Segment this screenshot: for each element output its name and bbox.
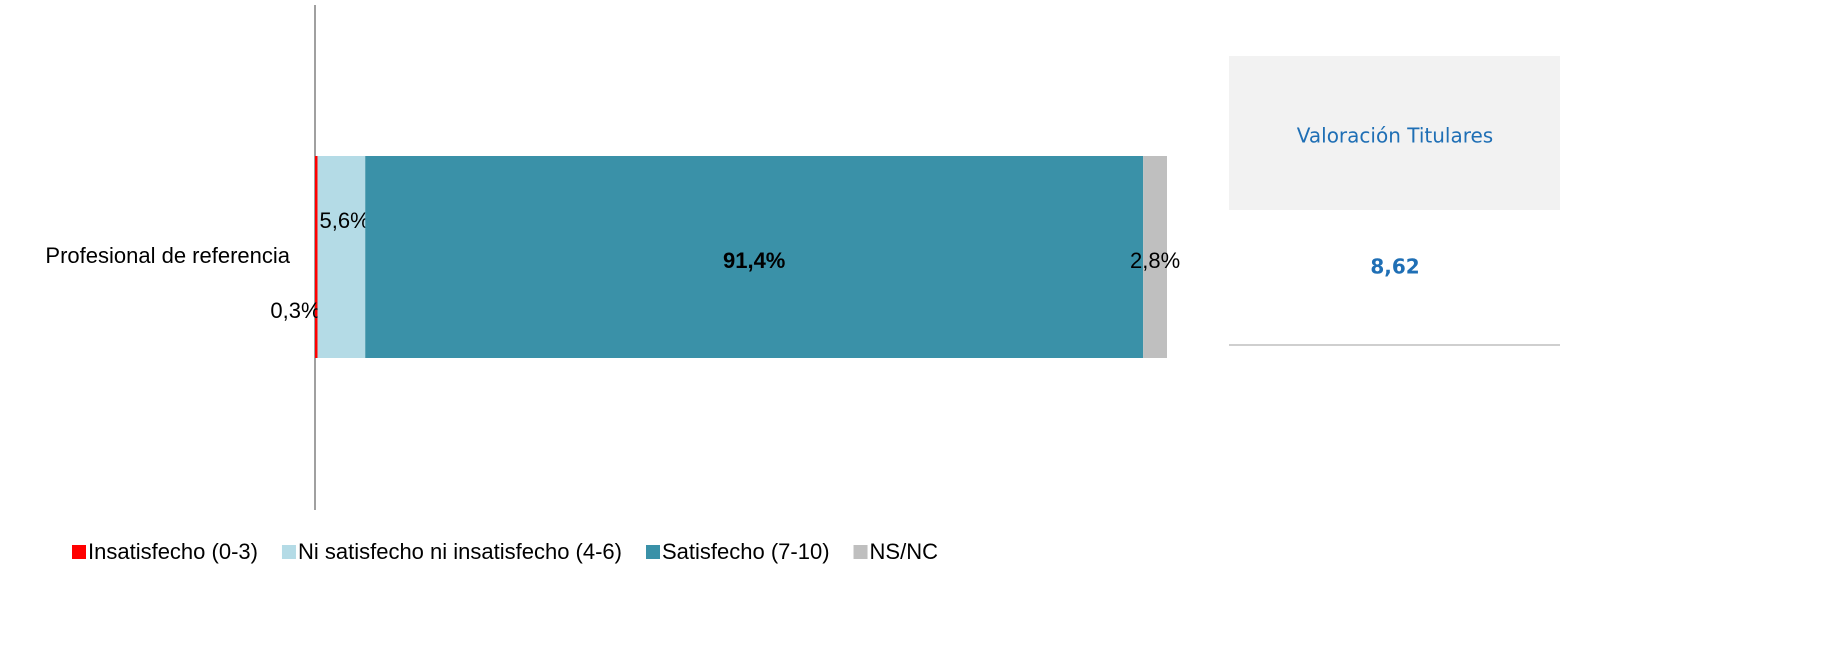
legend-swatch xyxy=(853,545,868,559)
legend-swatch xyxy=(646,545,660,559)
side-value: 8,62 xyxy=(1370,255,1419,279)
side-header-box xyxy=(1229,56,1560,210)
category-label: Profesional de referencia xyxy=(45,243,290,268)
legend-label: Ni satisfecho ni insatisfecho (4-6) xyxy=(298,539,622,564)
bar-segment xyxy=(315,156,318,358)
data-label: 91,4% xyxy=(723,248,785,273)
legend-swatch xyxy=(72,545,86,559)
bar-segment xyxy=(365,156,1144,358)
legend-label: Satisfecho (7-10) xyxy=(662,539,830,564)
legend-label: NS/NC xyxy=(870,539,939,564)
data-label: 0,3% xyxy=(270,298,320,323)
data-label: 5,6% xyxy=(320,208,370,233)
data-label: 2,8% xyxy=(1130,248,1180,273)
legend-swatch xyxy=(281,545,296,559)
side-header: Valoración Titulares xyxy=(1297,124,1493,148)
legend-label: Insatisfecho (0-3) xyxy=(88,539,258,564)
bar-segment xyxy=(317,156,366,358)
bar-segment xyxy=(1143,156,1167,358)
